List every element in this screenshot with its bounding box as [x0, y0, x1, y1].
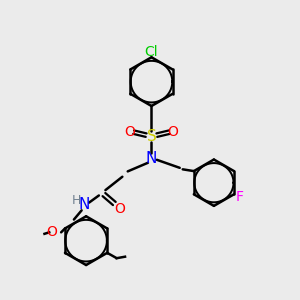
Text: O: O — [167, 125, 178, 139]
Text: N: N — [79, 197, 90, 212]
Text: O: O — [46, 225, 57, 239]
Text: O: O — [124, 125, 136, 139]
Text: H: H — [72, 194, 81, 207]
Text: S: S — [147, 129, 156, 144]
Text: N: N — [146, 151, 157, 166]
Text: F: F — [236, 190, 244, 204]
Text: Cl: Cl — [145, 45, 158, 59]
Text: O: O — [114, 202, 125, 216]
